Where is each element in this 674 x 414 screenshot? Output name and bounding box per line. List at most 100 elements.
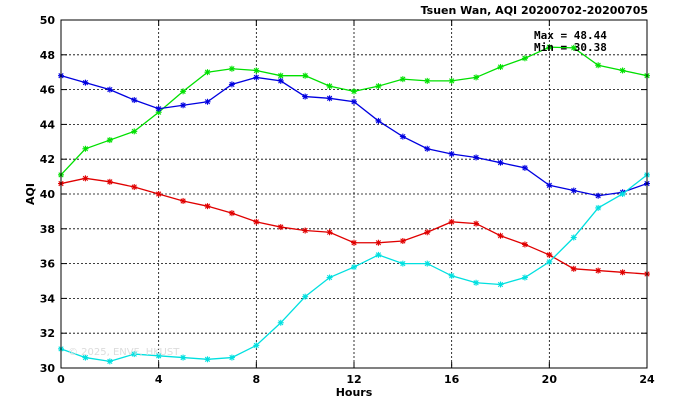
- y-tick-label: 50: [40, 14, 56, 27]
- data-point-marker: [497, 63, 504, 70]
- data-point-marker: [473, 279, 480, 286]
- data-point-marker: [595, 267, 602, 274]
- data-point-marker: [399, 133, 406, 140]
- data-point-marker: [204, 356, 211, 363]
- data-point-marker: [424, 77, 431, 84]
- data-point-marker: [619, 67, 626, 74]
- data-point-marker: [326, 83, 333, 90]
- data-point-marker: [180, 102, 187, 109]
- data-point-marker: [497, 159, 504, 166]
- data-point-marker: [595, 204, 602, 211]
- data-point-marker: [253, 218, 260, 225]
- data-point-marker: [131, 351, 138, 358]
- x-tick-label: 24: [639, 373, 655, 386]
- data-point-marker: [546, 251, 553, 258]
- data-point-marker: [473, 74, 480, 81]
- data-point-marker: [448, 218, 455, 225]
- x-tick-label: 4: [155, 373, 163, 386]
- y-tick-label: 46: [40, 84, 56, 97]
- data-point-marker: [424, 145, 431, 152]
- y-tick-label: 36: [40, 258, 56, 271]
- data-point-marker: [399, 76, 406, 83]
- max-value-label: Max = 48.44: [534, 29, 607, 42]
- data-point-marker: [82, 145, 89, 152]
- data-point-marker: [277, 72, 284, 79]
- data-point-marker: [302, 227, 309, 234]
- data-point-marker: [82, 79, 89, 86]
- data-point-marker: [351, 98, 357, 105]
- data-point-marker: [302, 72, 309, 79]
- data-point-marker: [228, 65, 235, 72]
- data-point-marker: [473, 220, 480, 227]
- series-line: [60, 46, 648, 176]
- data-point-marker: [326, 95, 333, 102]
- y-tick-label: 48: [40, 49, 55, 62]
- data-point-marker: [180, 197, 187, 204]
- data-point-marker: [204, 203, 211, 210]
- data-point-marker: [204, 69, 211, 76]
- series-layer: [58, 44, 650, 365]
- data-point-marker: [277, 77, 284, 84]
- data-point-marker: [351, 88, 357, 95]
- data-point-marker: [521, 55, 528, 62]
- data-point-marker: [546, 44, 553, 51]
- data-point-marker: [424, 260, 431, 267]
- data-point-marker: [351, 239, 357, 246]
- data-point-marker: [619, 269, 626, 276]
- y-tick-label: 44: [40, 118, 56, 131]
- data-point-marker: [106, 86, 113, 93]
- data-point-marker: [228, 81, 235, 88]
- data-point-marker: [473, 154, 480, 161]
- x-tick-label: 20: [542, 373, 558, 386]
- data-point-marker: [570, 265, 577, 272]
- y-tick-label: 34: [40, 292, 56, 305]
- x-tick-label: 0: [57, 373, 65, 386]
- data-point-marker: [399, 237, 406, 244]
- data-point-marker: [253, 74, 260, 81]
- series-4: [58, 171, 650, 365]
- data-point-marker: [131, 184, 138, 191]
- data-point-marker: [155, 352, 162, 359]
- x-axis-title: Hours: [336, 386, 373, 399]
- data-point-marker: [521, 164, 528, 171]
- data-point-marker: [82, 354, 89, 361]
- data-point-marker: [497, 281, 504, 288]
- y-axis-title: AQI: [24, 183, 37, 205]
- chart-title: Tsuen Wan, AQI 20200702-20200705: [421, 4, 648, 17]
- data-point-marker: [326, 274, 333, 281]
- data-point-marker: [448, 77, 455, 84]
- data-point-marker: [375, 251, 382, 258]
- data-point-marker: [277, 224, 284, 231]
- data-point-marker: [326, 229, 333, 236]
- data-point-marker: [302, 93, 309, 100]
- data-point-marker: [106, 358, 113, 365]
- x-tick-label: 8: [253, 373, 261, 386]
- data-point-marker: [204, 98, 211, 105]
- data-point-marker: [424, 229, 431, 236]
- x-tick-label: 16: [444, 373, 460, 386]
- data-point-marker: [448, 150, 455, 157]
- data-point-marker: [228, 210, 235, 217]
- y-tick-label: 32: [40, 327, 55, 340]
- y-tick-label: 40: [40, 188, 56, 201]
- data-point-marker: [375, 239, 382, 246]
- data-point-marker: [180, 88, 187, 95]
- data-point-marker: [106, 178, 113, 185]
- min-value-label: Min = 30.38: [534, 41, 607, 54]
- data-point-marker: [619, 191, 626, 197]
- data-point-marker: [570, 187, 577, 194]
- data-point-marker: [131, 128, 138, 135]
- data-point-marker: [448, 272, 455, 279]
- data-point-marker: [399, 260, 406, 267]
- data-point-marker: [375, 83, 382, 90]
- data-point-marker: [595, 192, 602, 199]
- data-point-marker: [253, 67, 260, 74]
- y-tick-label: 38: [40, 223, 55, 236]
- data-point-marker: [106, 137, 113, 144]
- data-point-marker: [375, 117, 382, 124]
- data-point-marker: [497, 232, 504, 239]
- data-point-marker: [155, 191, 162, 197]
